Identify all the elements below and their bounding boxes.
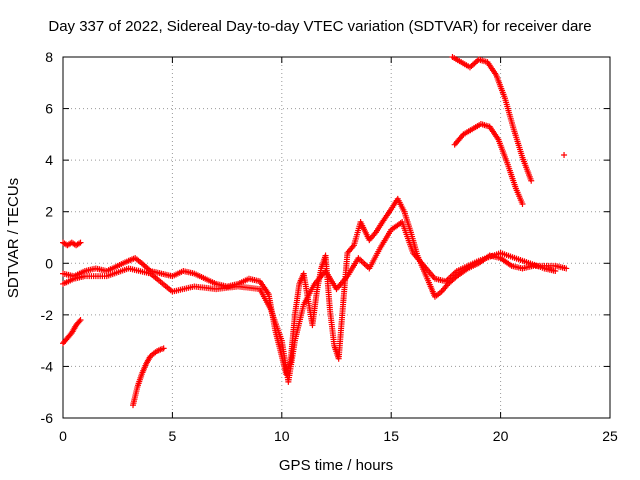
plot-area — [62, 56, 611, 419]
data-point — [561, 151, 568, 158]
y-tick-label: -6 — [41, 410, 54, 426]
y-tick-label: 8 — [45, 49, 53, 65]
x-tick-label: 25 — [602, 428, 618, 444]
data-point — [528, 177, 535, 184]
x-tick-label: 5 — [169, 428, 177, 444]
x-tick-label: 0 — [59, 428, 67, 444]
data-point — [77, 239, 84, 246]
data-point — [552, 268, 559, 275]
y-tick-label: 4 — [45, 152, 53, 168]
x-tick-label: 10 — [274, 428, 290, 444]
data-point — [563, 265, 570, 272]
data-point — [77, 317, 84, 324]
y-tick-label: -2 — [41, 307, 54, 323]
x-tick-label: 20 — [493, 428, 509, 444]
axis-ticks: 0 5 10 15 20 25 -6 -4 -2 0 2 4 6 8 — [41, 49, 618, 444]
data-point — [519, 200, 526, 207]
data-point — [160, 345, 167, 352]
data-series — [60, 54, 570, 409]
y-axis-label: SDTVAR / TECUs — [5, 178, 22, 298]
data-point — [76, 318, 83, 325]
y-tick-label: 2 — [45, 204, 53, 220]
y-tick-label: -4 — [41, 358, 54, 374]
y-tick-label: 6 — [45, 101, 53, 117]
y-tick-label: 0 — [45, 255, 53, 271]
x-tick-label: 15 — [383, 428, 399, 444]
x-axis-label: GPS time / hours — [279, 457, 393, 474]
chart-title: Day 337 of 2022, Sidereal Day-to-day VTE… — [48, 18, 591, 35]
